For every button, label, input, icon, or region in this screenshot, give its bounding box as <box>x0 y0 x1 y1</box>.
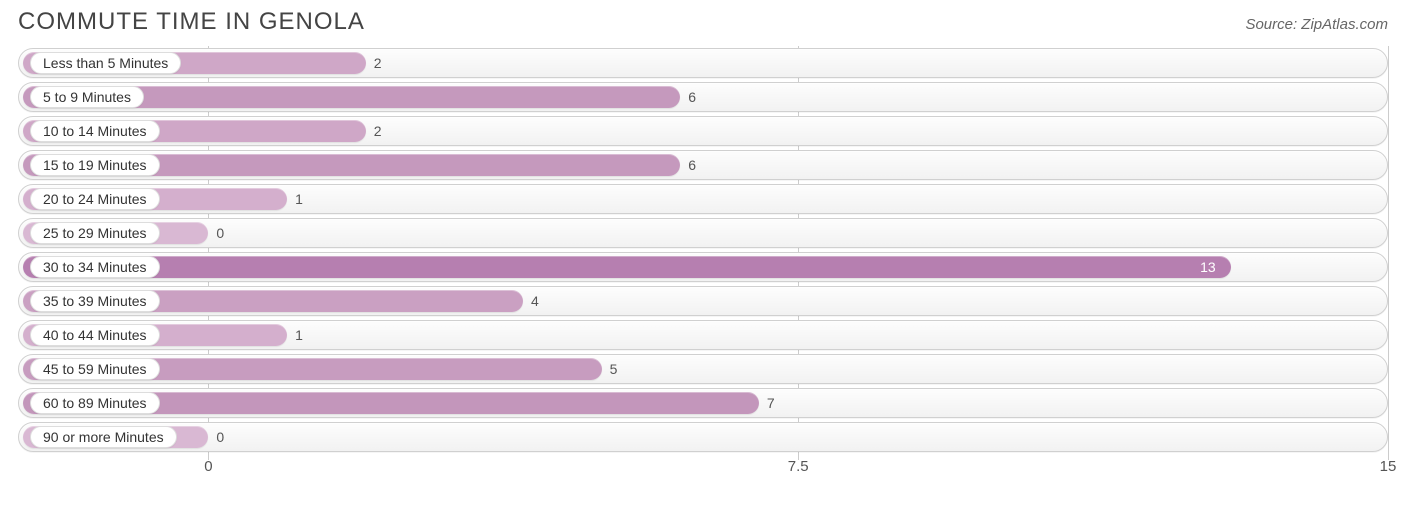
bar-value: 4 <box>523 286 539 316</box>
bar-row: 40 to 44 Minutes 1 <box>18 320 1388 350</box>
category-pill: Less than 5 Minutes <box>30 52 181 74</box>
bar-value: 1 <box>287 320 303 350</box>
category-pill: 20 to 24 Minutes <box>30 188 160 210</box>
chart-header: COMMUTE TIME IN GENOLA Source: ZipAtlas.… <box>0 0 1406 46</box>
bar-row: 30 to 34 Minutes13 <box>18 252 1388 282</box>
category-pill: 60 to 89 Minutes <box>30 392 160 414</box>
bar-value: 13 <box>18 252 1226 282</box>
bar-value: 6 <box>680 82 696 112</box>
bar-row: 45 to 59 Minutes 5 <box>18 354 1388 384</box>
bar-value: 2 <box>366 48 382 78</box>
axis-tick: 0 <box>204 458 212 475</box>
bar-value: 6 <box>680 150 696 180</box>
bar-row: 10 to 14 Minutes 2 <box>18 116 1388 146</box>
bar-row: 20 to 24 Minutes 1 <box>18 184 1388 214</box>
bar-value: 0 <box>208 218 224 248</box>
chart-title: COMMUTE TIME IN GENOLA <box>18 8 365 36</box>
chart-source: Source: ZipAtlas.com <box>1245 16 1388 33</box>
bar-value: 2 <box>366 116 382 146</box>
bar-value: 0 <box>208 422 224 452</box>
bar-row: 60 to 89 Minutes 7 <box>18 388 1388 418</box>
category-pill: 45 to 59 Minutes <box>30 358 160 380</box>
bar-row: 35 to 39 Minutes 4 <box>18 286 1388 316</box>
category-pill: 10 to 14 Minutes <box>30 120 160 142</box>
category-pill: 35 to 39 Minutes <box>30 290 160 312</box>
bar-row: Less than 5 Minutes 2 <box>18 48 1388 78</box>
bar-row: 5 to 9 Minutes 6 <box>18 82 1388 112</box>
gridline <box>1388 46 1389 460</box>
axis-tick: 15 <box>1380 458 1397 475</box>
axis-tick: 7.5 <box>788 458 809 475</box>
category-pill: 40 to 44 Minutes <box>30 324 160 346</box>
x-axis: 07.515 <box>18 456 1388 482</box>
bar-row: 90 or more Minutes 0 <box>18 422 1388 452</box>
category-pill: 15 to 19 Minutes <box>30 154 160 176</box>
bar-row: 25 to 29 Minutes 0 <box>18 218 1388 248</box>
category-pill: 90 or more Minutes <box>30 426 177 448</box>
bar-row: 15 to 19 Minutes 6 <box>18 150 1388 180</box>
bar-value: 7 <box>759 388 775 418</box>
category-pill: 5 to 9 Minutes <box>30 86 144 108</box>
category-pill: 25 to 29 Minutes <box>30 222 160 244</box>
bar-rows: Less than 5 Minutes 2 5 to 9 Minutes 6 10 to… <box>18 46 1388 452</box>
bar-value: 1 <box>287 184 303 214</box>
chart-plot: Less than 5 Minutes 2 5 to 9 Minutes 6 10 to… <box>18 46 1388 486</box>
bar-value: 5 <box>602 354 618 384</box>
chart-area: Less than 5 Minutes 2 5 to 9 Minutes 6 10 to… <box>0 46 1406 486</box>
